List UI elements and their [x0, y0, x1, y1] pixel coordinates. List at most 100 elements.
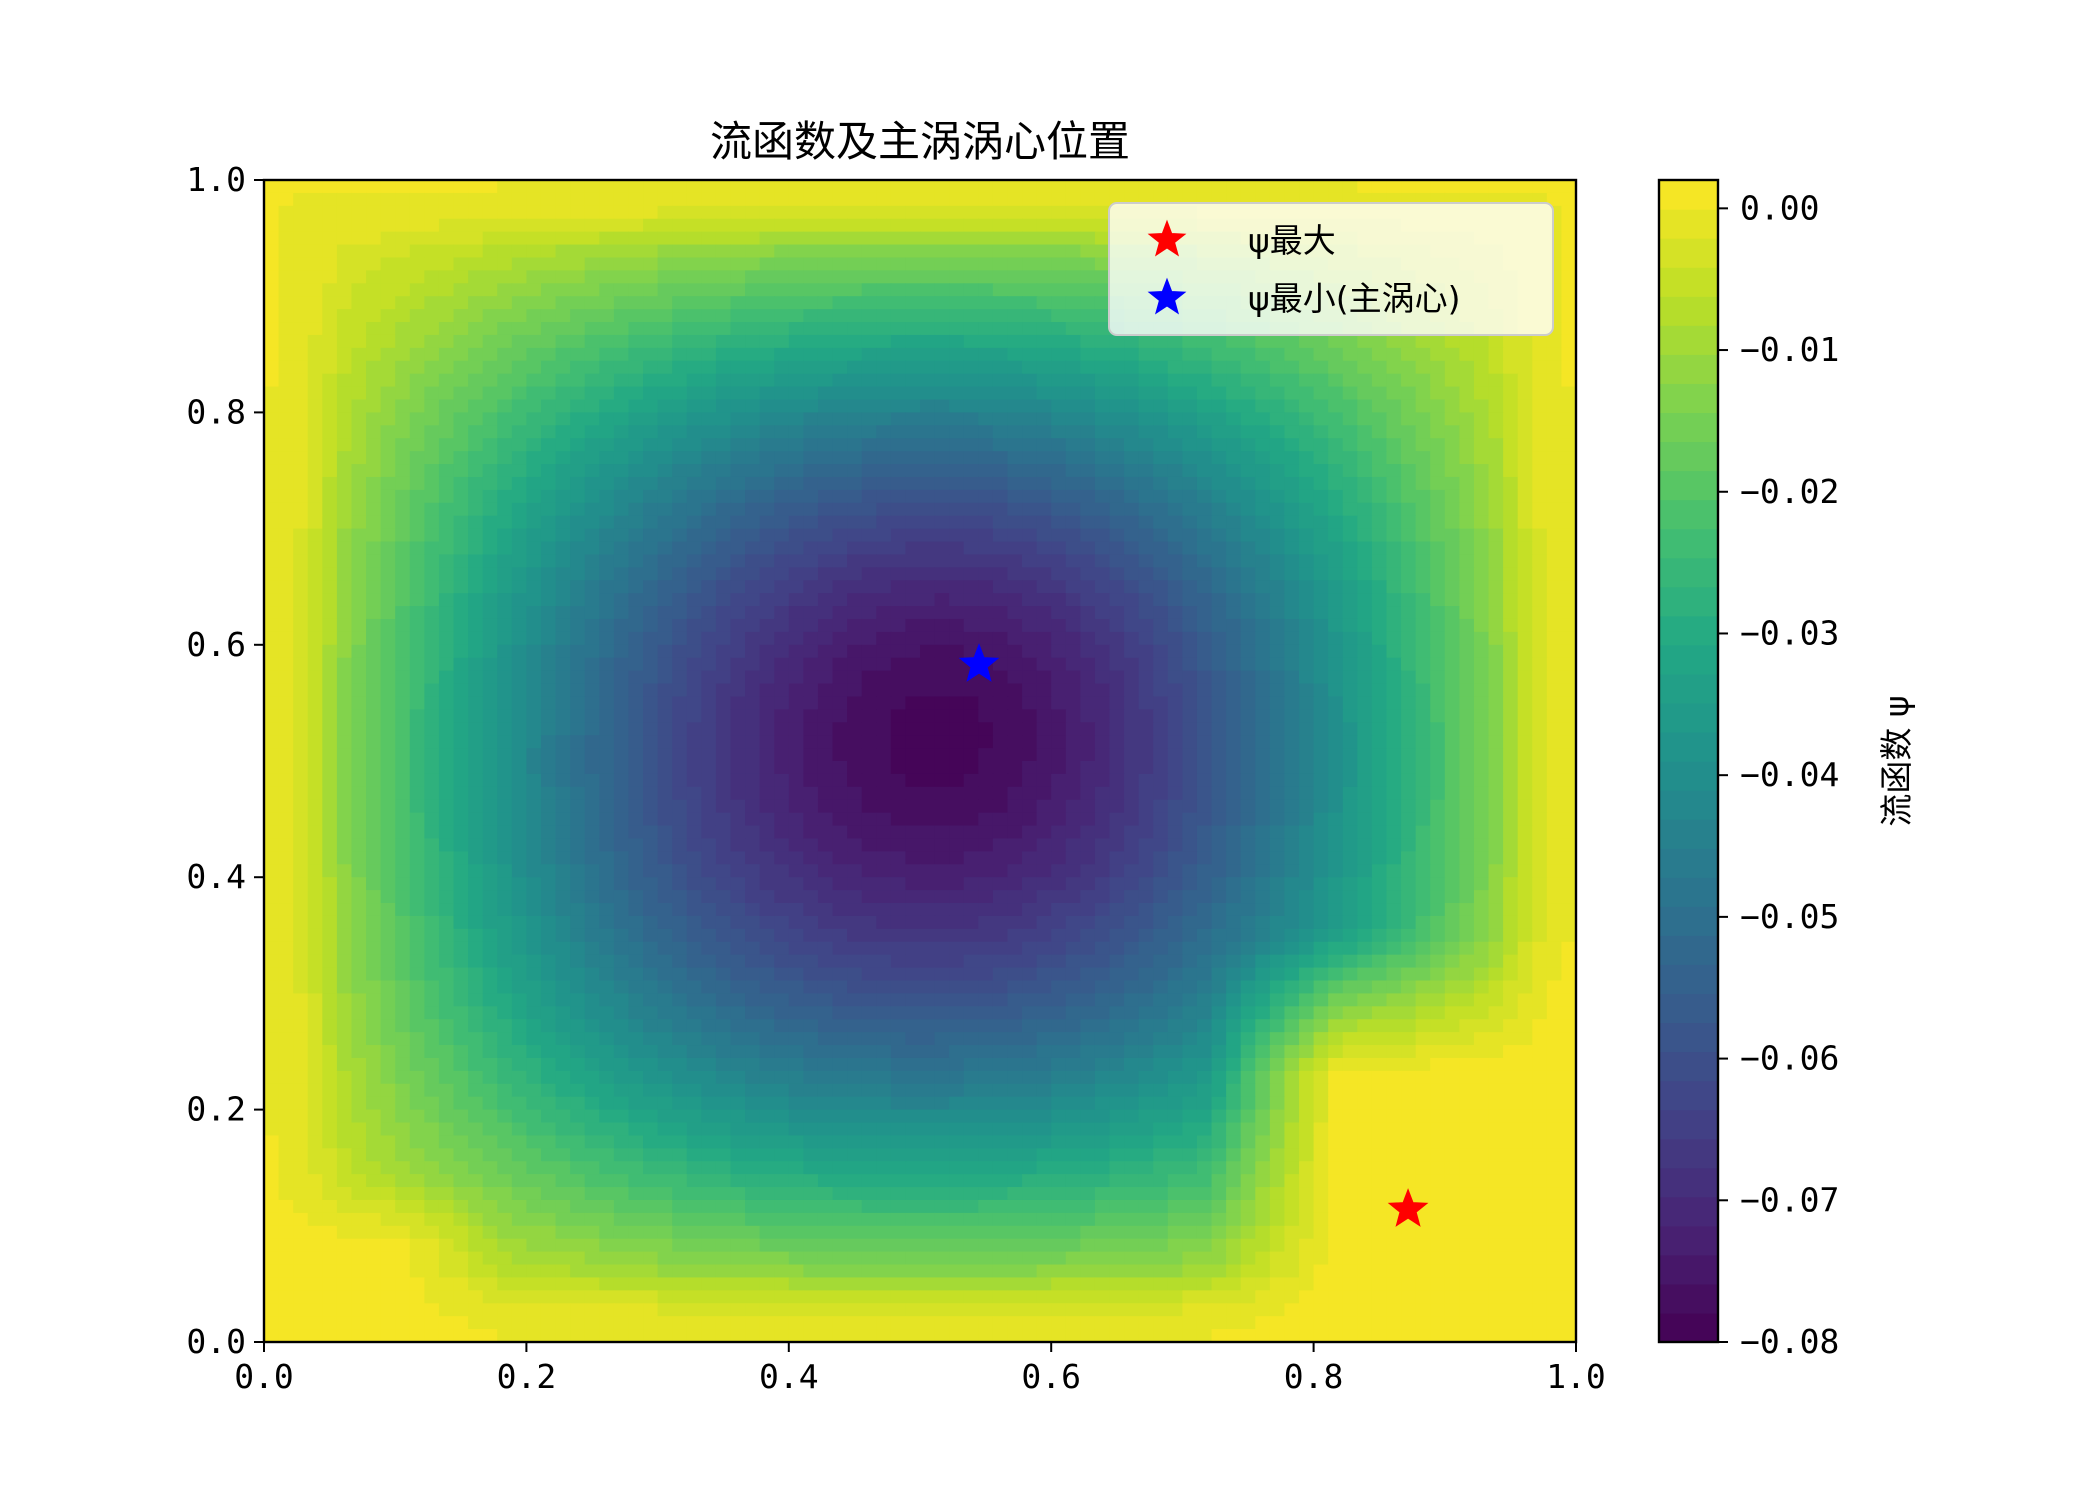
field-cell: [978, 218, 994, 233]
field-cell: [817, 309, 834, 323]
field-cell: [890, 864, 907, 878]
field-cell: [1430, 334, 1446, 349]
field-cell: [745, 386, 761, 401]
field-cell: [1284, 618, 1300, 633]
field-cell: [920, 567, 936, 581]
field-cell: [1299, 464, 1315, 478]
field-cell: [380, 657, 396, 672]
field-cell: [322, 812, 338, 827]
field-cell: [1561, 386, 1576, 401]
field-cell: [890, 334, 907, 349]
field-cell: [395, 464, 411, 478]
field-cell: [1561, 244, 1576, 259]
field-cell: [1094, 334, 1111, 349]
field-cell: [803, 515, 819, 530]
field-cell: [1269, 761, 1286, 775]
field-cell: [1401, 851, 1417, 865]
field-cell: [628, 386, 644, 401]
field-cell: [628, 709, 644, 723]
field-cell: [774, 580, 790, 594]
field-cell: [963, 786, 979, 801]
field-cell: [1182, 761, 1198, 775]
field-cell: [715, 334, 732, 349]
field-cell: [963, 322, 979, 336]
field-cell: [803, 451, 819, 465]
field-cell: [759, 748, 775, 762]
field-cell: [992, 489, 1009, 504]
field-cell: [905, 515, 921, 530]
field-cell: [803, 851, 819, 865]
field-cell: [1036, 296, 1052, 310]
field-cell: [322, 386, 338, 401]
field-cell: [395, 399, 411, 413]
field-cell: [1313, 541, 1329, 556]
field-cell: [759, 618, 775, 633]
field-cell: [511, 618, 527, 633]
field-cell: [1036, 502, 1052, 517]
field-cell: [366, 851, 382, 865]
field-cell: [380, 670, 396, 685]
field-cell: [1138, 864, 1154, 878]
field-cell: [613, 192, 630, 207]
field-cell: [861, 722, 877, 736]
field-cell: [322, 296, 338, 310]
field-cell: [497, 644, 513, 659]
field-cell: [730, 735, 746, 749]
field-cell: [672, 567, 688, 581]
field-cell: [978, 489, 994, 504]
field-cell: [1313, 502, 1329, 517]
field-cell: [861, 748, 877, 762]
field-cell: [628, 309, 644, 323]
field-cell: [1065, 528, 1081, 543]
field-cell: [1284, 399, 1300, 413]
field-cell: [482, 554, 498, 568]
field-cell: [1269, 528, 1286, 543]
field-cell: [599, 735, 615, 749]
field-cell: [759, 838, 775, 852]
field-cell: [657, 205, 673, 220]
field-cell: [861, 192, 877, 207]
field-cell: [920, 799, 936, 814]
field-cell: [1167, 373, 1183, 388]
field-cell: [293, 489, 309, 504]
field-cell: [643, 425, 659, 439]
field-cell: [307, 399, 323, 413]
field-cell: [1328, 360, 1344, 375]
field-cell: [1517, 773, 1533, 788]
field-cell: [1561, 438, 1576, 452]
field-cell: [861, 528, 877, 543]
field-cell: [1269, 580, 1286, 594]
field-cell: [817, 606, 834, 620]
field-cell: [453, 825, 469, 840]
field-cell: [264, 231, 280, 246]
field-cell: [701, 322, 717, 336]
field-cell: [686, 657, 702, 672]
field-cell: [468, 631, 484, 646]
field-cell: [497, 864, 513, 878]
field-cell: [1415, 360, 1431, 375]
field-cell: [1167, 748, 1183, 762]
field-cell: [453, 244, 469, 259]
field-cell: [438, 786, 455, 801]
field-cell: [1240, 334, 1256, 349]
field-cell: [876, 606, 892, 620]
field-cell: [745, 270, 761, 284]
field-cell: [628, 541, 644, 556]
field-cell: [1196, 786, 1213, 801]
field-cell: [1109, 877, 1125, 891]
field-cell: [963, 554, 979, 568]
field-cell: [788, 257, 804, 271]
field-cell: [497, 657, 513, 672]
field-cell: [1226, 722, 1242, 736]
field-cell: [1386, 799, 1402, 814]
field-cell: [395, 476, 411, 491]
field-cell: [628, 761, 644, 775]
field-cell: [1124, 425, 1140, 439]
field-cell: [1065, 205, 1081, 220]
field-cell: [1065, 180, 1081, 194]
field-cell: [817, 347, 834, 362]
field-cell: [1284, 412, 1300, 426]
field-cell: [599, 864, 615, 878]
field-cell: [264, 644, 280, 659]
field-cell: [322, 696, 338, 710]
